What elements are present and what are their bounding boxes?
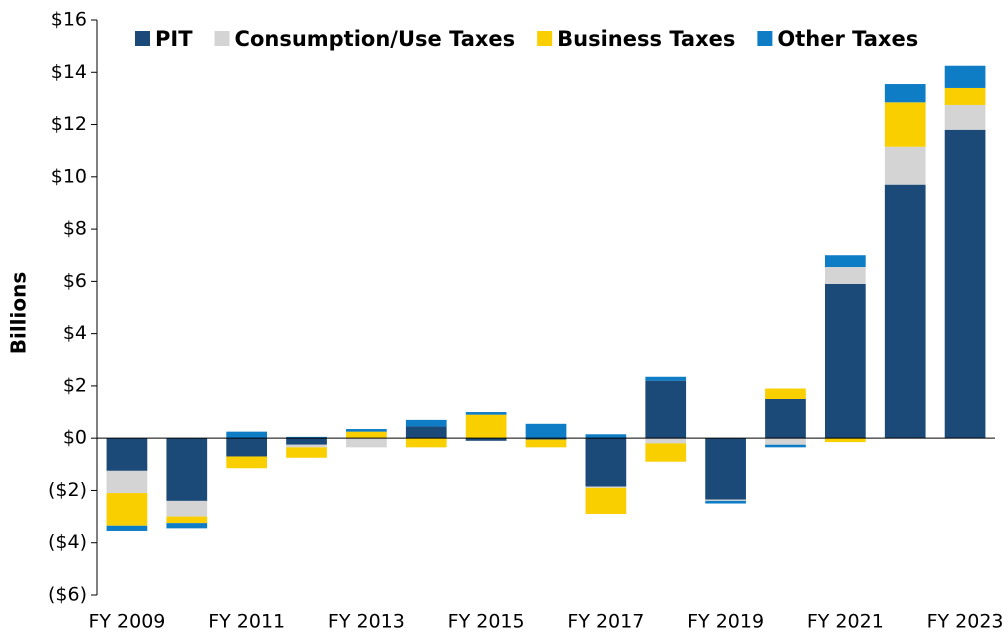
bar-segment [286,436,327,439]
bar-segment [226,438,268,457]
bar-segment [765,438,806,445]
y-tick-label: ($4) [48,531,87,553]
y-tick-label: $14 [51,61,87,83]
x-tick-label: FY 2023 [927,611,1004,633]
bar-segment [106,493,148,526]
y-tick-label: $10 [51,165,87,187]
bar-segment [944,65,986,88]
bar-segment [226,456,268,469]
x-tick-label: FY 2019 [687,611,764,633]
x-tick-label: FY 2017 [567,611,644,633]
y-axis-label: Billions [7,272,31,355]
legend-label: PIT [155,27,193,51]
x-tick-label: FY 2009 [88,611,165,633]
bar-segment [346,429,387,432]
bar-segment [405,419,447,427]
bar-segment [824,266,866,284]
bar-segment [286,444,327,448]
bar-segment [944,87,986,105]
bar-segment [705,438,746,500]
x-tick-label: FY 2013 [328,611,405,633]
bar-segment [166,438,208,501]
bar-segment [765,444,806,448]
legend-swatch [757,31,773,46]
bar-segment [884,102,926,147]
legend-label: Business Taxes [557,27,735,51]
bar-segment [106,438,148,471]
bar-segment [465,438,507,441]
bar-segment [585,434,627,439]
bar-segment [884,146,926,185]
bar-segment [944,104,986,130]
y-tick-label: $2 [63,374,87,396]
legend-label: Consumption/Use Taxes [235,27,516,51]
y-tick-label: $12 [51,113,87,135]
bar-segment [944,129,986,439]
bar-segment [286,438,327,445]
bar-segment [824,255,866,267]
bar-segment [405,426,447,439]
x-tick-label: FY 2021 [807,611,884,633]
bar-segment [585,438,627,487]
bar-segment [884,84,926,103]
bar-segment [585,487,627,514]
bar-segment [765,388,806,399]
bar-segment [884,184,926,439]
bar-segment [645,380,687,439]
legend-swatch [214,31,230,46]
bar-segment [705,499,746,501]
y-tick-label: $6 [63,270,87,292]
y-tick-label: $16 [51,9,87,31]
bar-segment [765,398,806,439]
x-tick-label: FY 2015 [448,611,525,633]
legend-swatch [135,31,150,46]
y-tick-label: ($6) [48,584,87,606]
bar-segment [525,438,567,440]
bar-segment [286,447,327,458]
bar-segment [106,525,148,531]
x-tick-label: FY 2011 [208,611,285,633]
bar-segment [465,412,507,415]
legend-label: Other Taxes [777,27,918,51]
bar-segment [346,431,387,439]
bar-segment [166,523,208,529]
y-tick-label: $8 [63,218,87,240]
bar-segment [525,423,567,439]
bar-segment [166,500,208,517]
bar-segment [824,438,866,443]
bar-segment [106,470,148,494]
bar-segment [585,486,627,488]
bar-segment [166,516,208,524]
bar-segment [645,443,687,462]
bar-segment [705,500,746,504]
bar-segment [645,438,687,444]
bar-segment [645,376,687,381]
bar-segment [525,439,567,448]
bar-segment [346,438,387,448]
y-tick-label: ($2) [48,479,87,501]
bar-segment [226,431,268,439]
bar-segment [824,283,866,439]
bar-segment [465,414,507,439]
y-tick-label: $0 [63,427,87,449]
legend-swatch [537,31,553,46]
bar-segment [405,438,447,448]
y-tick-label: $4 [63,322,87,344]
